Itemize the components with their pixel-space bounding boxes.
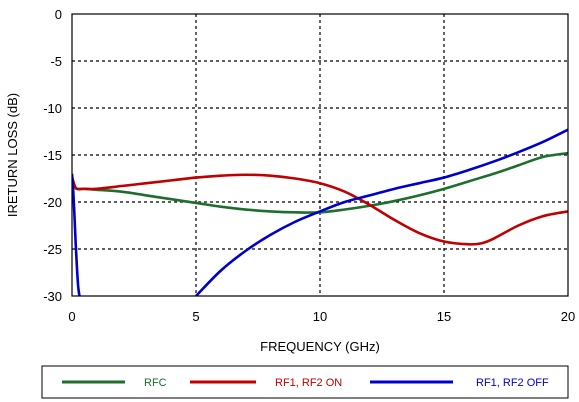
x-tick-label: 15 bbox=[437, 309, 451, 324]
series-3-line-segment bbox=[195, 128, 568, 296]
grid-lines bbox=[72, 14, 568, 296]
legend-label: RFC bbox=[144, 377, 167, 389]
y-tick-label: -10 bbox=[43, 101, 62, 116]
y-axis-label: IRETURN LOSS (dB) bbox=[5, 93, 20, 217]
series-2-line bbox=[72, 173, 568, 246]
y-tick-label: -30 bbox=[43, 289, 62, 304]
x-tick-label: 20 bbox=[561, 309, 575, 324]
y-tick-label: -25 bbox=[43, 242, 62, 257]
plot-frame bbox=[71, 13, 569, 297]
y-axis-ticks: 0 -5 -10 -15 -20 -25 -30 bbox=[43, 7, 62, 304]
legend-label: RF1, RF2 OFF bbox=[476, 377, 549, 389]
y-tick-label: 0 bbox=[55, 7, 62, 22]
legend-box bbox=[41, 365, 569, 399]
x-axis-ticks: 0 5 10 15 20 bbox=[68, 309, 575, 324]
x-axis-label: FREQUENCY (GHz) bbox=[260, 339, 380, 354]
y-tick-label: -20 bbox=[43, 195, 62, 210]
x-tick-label: 5 bbox=[192, 309, 199, 324]
legend-label: RF1, RF2 ON bbox=[275, 377, 342, 389]
x-tick-label: 0 bbox=[68, 309, 75, 324]
plot-area bbox=[72, 128, 568, 296]
legend: RFC RF1, RF2 ON RF1, RF2 OFF bbox=[41, 365, 569, 399]
x-tick-label: 10 bbox=[313, 309, 327, 324]
series-3-line bbox=[72, 173, 81, 296]
y-tick-label: -15 bbox=[43, 148, 62, 163]
y-tick-label: -5 bbox=[50, 54, 62, 69]
